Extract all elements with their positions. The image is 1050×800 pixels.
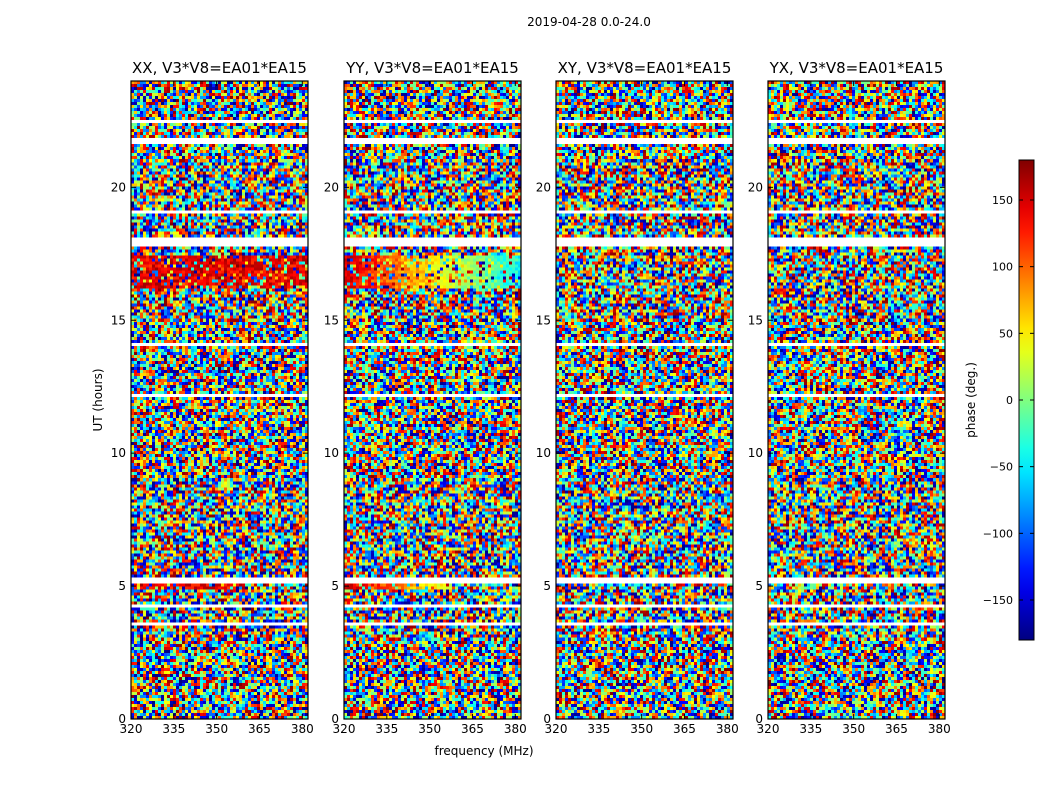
- panel-frame-yy: [343, 80, 522, 720]
- panel-frame-yx: [767, 80, 946, 720]
- y-tick-label: 10: [111, 446, 126, 460]
- y-tick-label: 15: [536, 313, 551, 327]
- colorbar-tick-label: 150: [992, 194, 1013, 207]
- colorbar-tick-label: −100: [983, 527, 1013, 540]
- panel-xy: XY, V3*V8=EA01*EA15 320 335 350 365 380 0 5 10 1…: [536, 59, 739, 736]
- x-tick-label: 320: [120, 722, 143, 736]
- y-axis-label: UT (hours): [91, 368, 105, 431]
- colorbar-tick-label: 100: [992, 261, 1013, 274]
- x-tick-label: 335: [162, 722, 185, 736]
- x-tick-label: 335: [375, 722, 398, 736]
- x-tick-label: 335: [799, 722, 822, 736]
- y-tick-label: 15: [748, 313, 763, 327]
- y-tick-label: 20: [748, 180, 763, 194]
- colorbar-tick-label: −150: [983, 594, 1013, 607]
- y-tick-label: 10: [536, 446, 551, 460]
- x-tick-label: 320: [545, 722, 568, 736]
- colorbar-label: phase (deg.): [964, 362, 978, 438]
- x-tick-label: 350: [842, 722, 865, 736]
- heatmap-raster-yy: [344, 81, 521, 719]
- x-tick-label: 380: [716, 722, 739, 736]
- colorbar-tick-label: 0: [1006, 394, 1013, 407]
- y-tick-label: 5: [755, 579, 763, 593]
- y-tick-label: 0: [331, 712, 339, 726]
- x-tick-label: 365: [461, 722, 484, 736]
- figure-suptitle: 2019-04-28 0.0-24.0: [527, 15, 651, 29]
- panel-xx: XX, V3*V8=EA01*EA15 320 335 350 365 380 0 5 10 1…: [111, 59, 314, 736]
- panel-frame-xy: [555, 80, 734, 720]
- y-tick-label: 0: [755, 712, 763, 726]
- x-tick-label: 350: [630, 722, 653, 736]
- x-tick-label: 380: [928, 722, 951, 736]
- panel-title-yx: YX, V3*V8=EA01*EA15: [769, 59, 944, 77]
- y-tick-label: 15: [324, 313, 339, 327]
- panel-frame-xx: [130, 80, 309, 720]
- x-tick-label: 380: [504, 722, 527, 736]
- x-tick-label: 335: [587, 722, 610, 736]
- y-tick-label: 0: [118, 712, 126, 726]
- x-tick-label: 365: [673, 722, 696, 736]
- x-tick-label: 380: [291, 722, 314, 736]
- y-tick-label: 20: [324, 180, 339, 194]
- heatmap-raster-xx: [131, 81, 308, 719]
- x-tick-label: 365: [885, 722, 908, 736]
- x-tick-label: 350: [418, 722, 441, 736]
- x-tick-label: 350: [205, 722, 228, 736]
- heatmap-raster-xy: [556, 81, 733, 719]
- y-tick-label: 10: [324, 446, 339, 460]
- y-tick-label: 5: [331, 579, 339, 593]
- x-axis-label: frequency (MHz): [434, 744, 533, 758]
- panel-yx: YX, V3*V8=EA01*EA15 320 335 350 365 380 0 5 10 1…: [748, 59, 951, 736]
- y-tick-label: 5: [543, 579, 551, 593]
- y-tick-label: 20: [536, 180, 551, 194]
- colorbar-tick-label: −50: [990, 461, 1013, 474]
- x-tick-label: 320: [333, 722, 356, 736]
- colorbar-tick-label: 50: [999, 327, 1013, 340]
- y-tick-label: 15: [111, 313, 126, 327]
- x-tick-label: 320: [757, 722, 780, 736]
- panel-yy: YY, V3*V8=EA01*EA15 320 335 350 365 380 0 5 10 1…: [324, 59, 527, 736]
- y-tick-label: 0: [543, 712, 551, 726]
- heatmap-raster-yx: [768, 81, 945, 719]
- panel-title-xx: XX, V3*V8=EA01*EA15: [132, 59, 307, 77]
- y-tick-label: 5: [118, 579, 126, 593]
- panel-title-xy: XY, V3*V8=EA01*EA15: [558, 59, 732, 77]
- y-tick-label: 10: [748, 446, 763, 460]
- y-tick-label: 20: [111, 180, 126, 194]
- x-tick-label: 365: [248, 722, 271, 736]
- colorbar: phase (deg.) −150 −100 −50 0 50 100 150: [964, 159, 1035, 641]
- panel-title-yy: YY, V3*V8=EA01*EA15: [345, 59, 519, 77]
